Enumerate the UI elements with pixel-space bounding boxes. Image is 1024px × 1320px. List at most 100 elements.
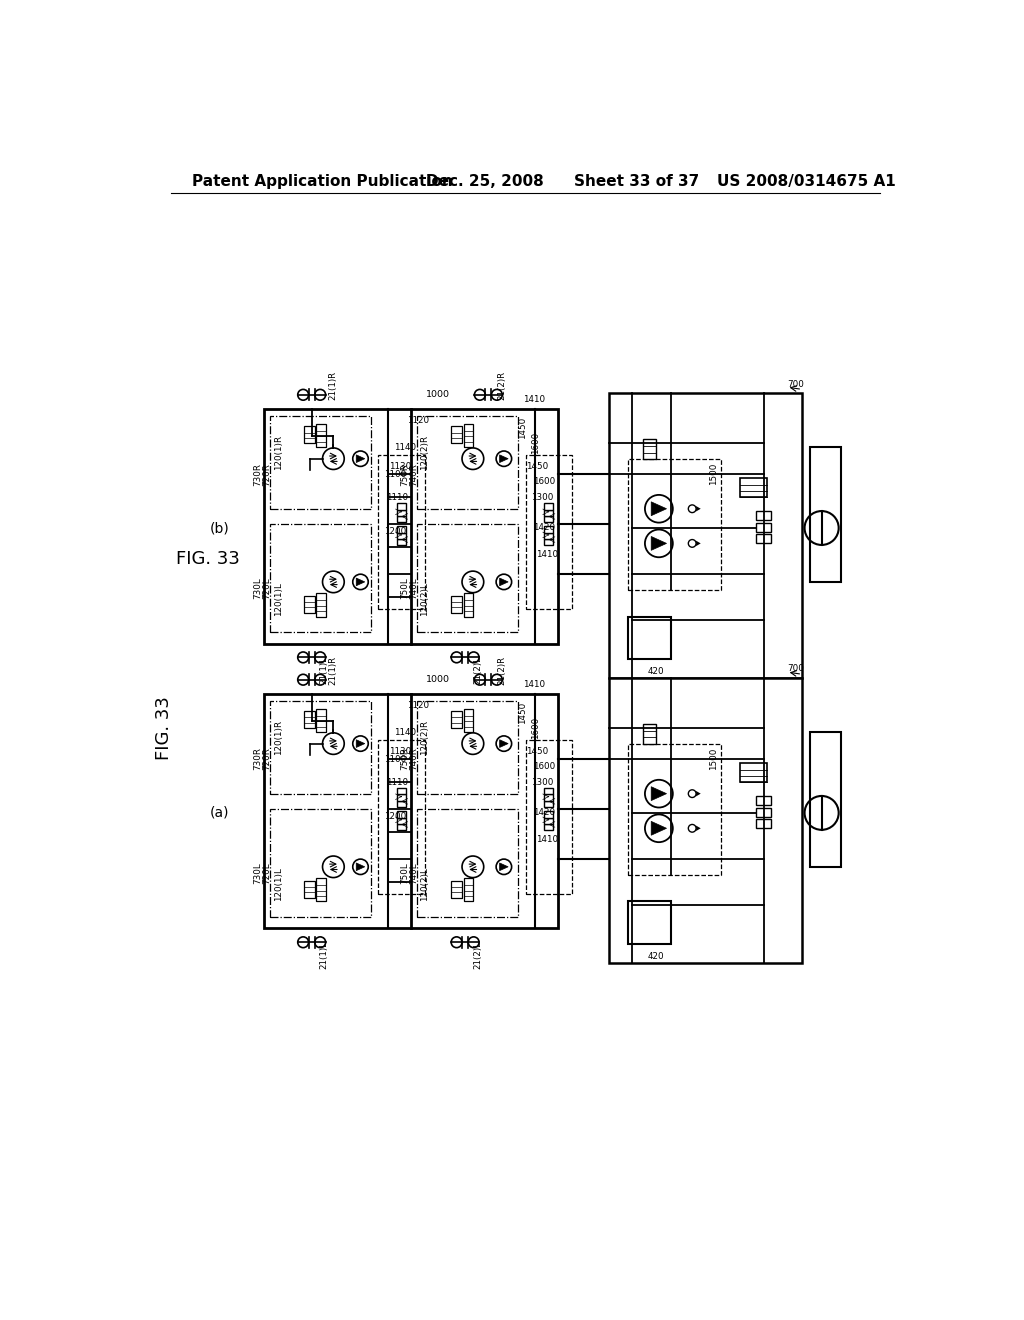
Text: 740R: 740R — [410, 747, 419, 771]
Polygon shape — [356, 578, 365, 586]
Bar — [628, 616, 671, 659]
Bar — [397, 812, 407, 817]
Polygon shape — [651, 502, 667, 516]
Bar — [378, 739, 425, 894]
Bar — [544, 533, 554, 539]
Text: 1600: 1600 — [531, 717, 540, 739]
Bar — [544, 516, 554, 521]
Bar — [628, 743, 721, 875]
Text: Patent Application Publication: Patent Application Publication — [191, 174, 453, 189]
Bar — [397, 503, 407, 510]
Text: 1410: 1410 — [523, 395, 546, 404]
Bar — [270, 809, 371, 917]
Bar — [397, 788, 407, 795]
Bar — [417, 701, 518, 793]
Bar — [397, 516, 407, 521]
Bar — [628, 902, 671, 944]
Bar — [270, 524, 371, 632]
Text: 730R: 730R — [253, 747, 262, 771]
Text: 740L: 740L — [410, 862, 419, 884]
Bar — [417, 809, 518, 917]
Text: 750L: 750L — [400, 862, 410, 884]
Polygon shape — [696, 506, 700, 511]
Text: 730R: 730R — [253, 462, 262, 486]
Text: 1140: 1140 — [394, 442, 416, 451]
Text: 420: 420 — [647, 953, 664, 961]
Polygon shape — [651, 536, 667, 550]
Text: (b): (b) — [210, 521, 229, 535]
Bar — [464, 878, 473, 902]
Text: 750L: 750L — [400, 577, 410, 599]
Bar — [397, 800, 407, 807]
Bar — [452, 880, 462, 898]
Bar — [756, 796, 771, 805]
Polygon shape — [356, 739, 365, 747]
Text: 1500: 1500 — [710, 748, 718, 770]
Text: 720R: 720R — [262, 747, 271, 771]
Text: 1420: 1420 — [534, 524, 555, 532]
Text: 1450: 1450 — [518, 417, 526, 440]
Bar — [464, 709, 473, 733]
Text: (a): (a) — [210, 807, 229, 820]
Text: 720R: 720R — [262, 463, 271, 486]
Text: 21(2)L: 21(2)L — [473, 656, 482, 684]
Text: 740L: 740L — [410, 577, 419, 599]
Polygon shape — [696, 541, 700, 546]
Text: 1500: 1500 — [710, 463, 718, 486]
Polygon shape — [500, 739, 508, 747]
Text: 1600: 1600 — [534, 478, 556, 486]
Text: 120(1)L: 120(1)L — [274, 867, 284, 900]
Bar — [810, 447, 841, 582]
Bar — [740, 763, 767, 781]
Text: 21(2)R: 21(2)R — [498, 371, 507, 400]
Bar — [316, 878, 326, 902]
Text: Sheet 33 of 37: Sheet 33 of 37 — [573, 174, 698, 189]
Polygon shape — [696, 825, 700, 832]
Bar — [452, 711, 462, 729]
Text: 1410: 1410 — [523, 680, 546, 689]
Bar — [756, 535, 771, 544]
Text: 730L: 730L — [253, 577, 262, 599]
Text: 1130: 1130 — [389, 462, 412, 471]
Bar — [464, 424, 473, 447]
Bar — [304, 711, 314, 729]
Bar — [263, 409, 558, 644]
Bar — [397, 817, 407, 824]
Text: 120(2)R: 120(2)R — [420, 436, 429, 470]
Text: 1420: 1420 — [534, 808, 555, 817]
Text: 1140: 1140 — [394, 727, 416, 737]
Text: 1000: 1000 — [426, 391, 451, 399]
Text: 1450: 1450 — [518, 702, 526, 723]
Polygon shape — [356, 455, 365, 462]
Bar — [397, 510, 407, 516]
Bar — [643, 440, 655, 459]
Text: 700: 700 — [786, 664, 804, 673]
Bar — [397, 795, 407, 800]
Bar — [452, 426, 462, 444]
Text: 1300: 1300 — [531, 777, 553, 787]
Bar — [397, 527, 407, 533]
Text: 1410: 1410 — [537, 550, 558, 560]
Text: 1110: 1110 — [386, 777, 409, 787]
Text: 750R: 750R — [400, 747, 410, 771]
Bar — [608, 393, 802, 678]
Text: 120(1)L: 120(1)L — [274, 582, 284, 615]
Text: FIG. 33: FIG. 33 — [176, 550, 240, 568]
Text: 1000: 1000 — [426, 676, 451, 684]
Text: 1100: 1100 — [384, 470, 406, 479]
Bar — [544, 800, 554, 807]
Polygon shape — [500, 578, 508, 586]
Bar — [544, 503, 554, 510]
Text: 740R: 740R — [410, 463, 419, 486]
Text: 1120: 1120 — [407, 701, 429, 710]
Bar — [544, 817, 554, 824]
Text: 21(1)R: 21(1)R — [329, 656, 338, 685]
Bar — [628, 459, 721, 590]
Bar — [263, 693, 558, 928]
Text: FIG. 33: FIG. 33 — [156, 696, 173, 760]
Bar — [464, 594, 473, 616]
Bar — [608, 678, 802, 964]
Bar — [304, 426, 314, 444]
Text: Dec. 25, 2008: Dec. 25, 2008 — [426, 174, 544, 189]
Bar — [544, 510, 554, 516]
